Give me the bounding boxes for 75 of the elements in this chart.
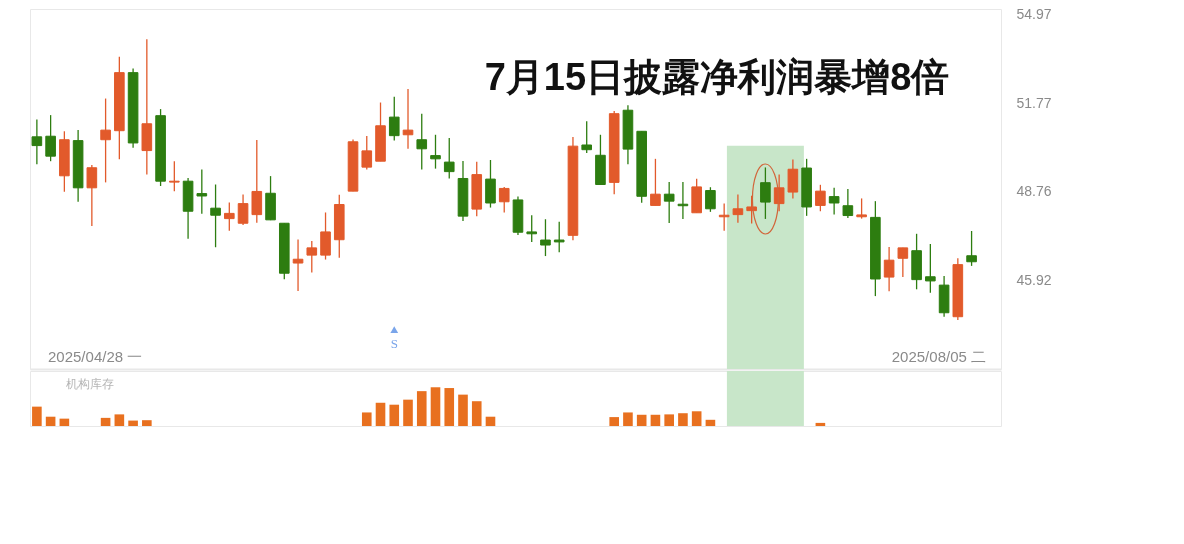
candlestick (224, 201, 235, 232)
bar (403, 399, 413, 426)
candlestick (773, 173, 785, 212)
bar (815, 422, 826, 426)
y-tick-label: 45.92 (1016, 271, 1052, 288)
candlestick (430, 134, 441, 170)
bar (705, 419, 716, 426)
bar (650, 414, 661, 426)
candlestick (45, 114, 56, 162)
bar (458, 394, 468, 426)
candlestick (650, 158, 661, 207)
candlestick (292, 238, 304, 292)
candlestick (306, 240, 318, 274)
candlestick (31, 118, 43, 165)
bar (471, 401, 482, 426)
candlestick (86, 164, 98, 227)
candlestick (883, 246, 895, 292)
candlestick (732, 193, 744, 224)
candlestick (443, 137, 455, 180)
bar (636, 414, 647, 426)
bar (664, 414, 674, 426)
candlestick (498, 186, 510, 214)
annotation: 2025/04/28 一 (48, 348, 143, 365)
candlestick (416, 113, 428, 171)
candlestick (251, 139, 263, 224)
bar (128, 420, 138, 426)
candlestick (485, 159, 496, 209)
y-tick-label: 54.97 (1016, 6, 1052, 23)
candlestick (526, 214, 538, 243)
candlestick (966, 230, 977, 267)
candlestick (320, 211, 331, 261)
annotation: 7月15日披露净利润暴增8倍 (484, 56, 950, 98)
annotation: 2025/08/05 二 (891, 348, 986, 365)
candlestick (663, 181, 675, 224)
candlestick (897, 247, 909, 278)
series-label: S (390, 335, 398, 351)
candlestick (196, 168, 208, 215)
bar (430, 387, 441, 426)
bar (114, 414, 125, 426)
candlestick (815, 184, 826, 212)
candlestick (856, 197, 867, 220)
candlestick (553, 221, 565, 253)
bar (45, 416, 56, 426)
bar (691, 411, 702, 426)
bar (375, 402, 386, 426)
y-tick-label: 51.77 (1016, 94, 1052, 111)
bar (100, 417, 111, 426)
bar (416, 391, 427, 426)
bar (389, 404, 400, 426)
y-tick-label: 48.76 (1016, 183, 1052, 200)
candlestick (746, 195, 757, 225)
candlestick (842, 188, 854, 219)
candlestick (402, 88, 414, 150)
candlestick (361, 135, 373, 171)
candlestick (787, 158, 799, 200)
bar (485, 416, 496, 426)
bar (609, 417, 620, 426)
candlestick (925, 243, 936, 294)
candlestick (210, 183, 221, 248)
candlestick (169, 160, 180, 192)
candlestick (828, 187, 840, 216)
candlestick (705, 186, 716, 213)
bar (678, 413, 688, 426)
bar (142, 420, 152, 426)
bar (361, 412, 372, 426)
candlestick (388, 96, 400, 142)
candlestick (237, 193, 249, 226)
bar (32, 406, 42, 426)
chart-title: 机构库存 (66, 377, 114, 391)
candlestick (540, 218, 551, 257)
bar (444, 388, 455, 426)
candlestick (760, 166, 771, 220)
candlestick (581, 120, 593, 154)
candlestick (100, 97, 111, 184)
bar (623, 412, 633, 426)
